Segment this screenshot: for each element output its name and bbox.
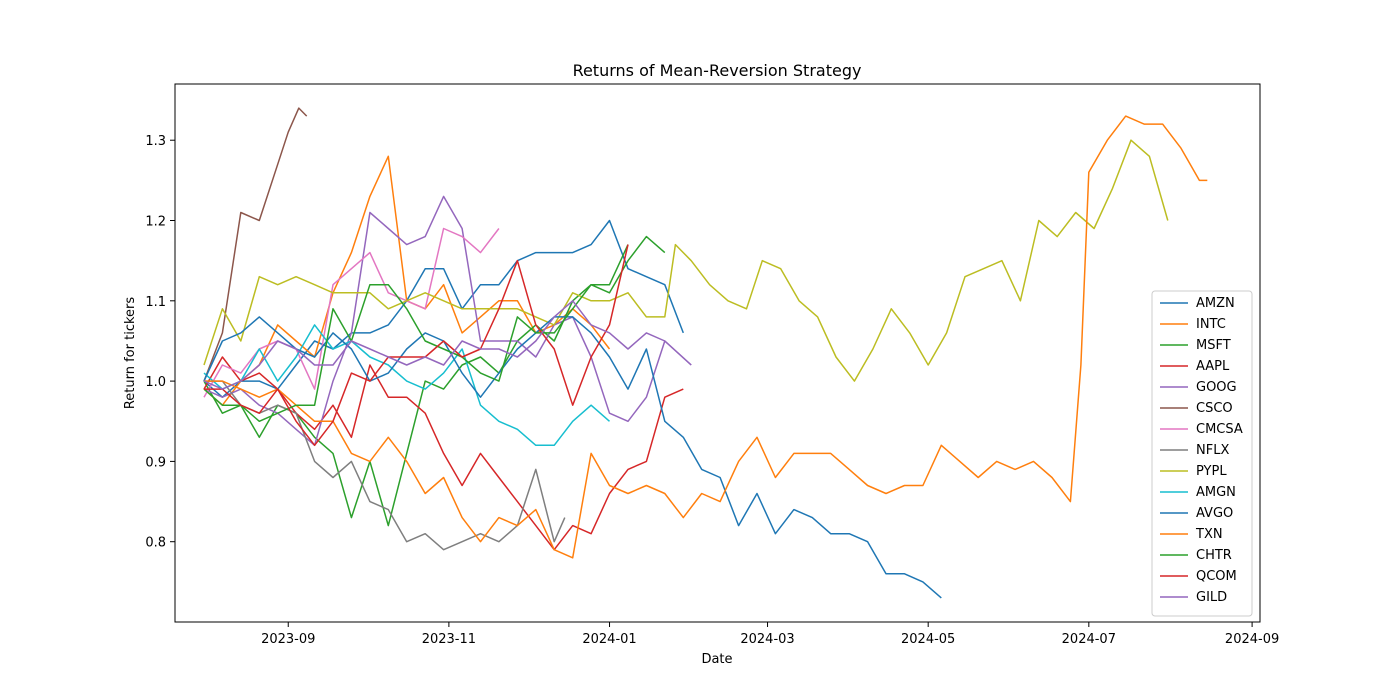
series-line-aapl — [203, 356, 684, 551]
series-layer — [203, 107, 1208, 599]
chart-title: Returns of Mean-Reversion Strategy — [573, 61, 862, 80]
legend-label-nflx: NFLX — [1196, 443, 1229, 458]
y-tick-label: 1.0 — [145, 375, 166, 390]
series-line-qcom — [204, 244, 629, 447]
y-tick-label: 0.9 — [145, 455, 166, 470]
x-tick-label: 2024-05 — [901, 632, 955, 647]
legend-label-aapl: AAPL — [1196, 359, 1230, 374]
series-line-chtr — [203, 244, 629, 423]
series-line-txn — [204, 115, 1208, 559]
legend-label-cmcsa: CMCSA — [1196, 422, 1243, 437]
legend-label-intc: INTC — [1196, 317, 1226, 332]
x-axis-label: Date — [701, 652, 732, 667]
x-tick-label: 2024-03 — [740, 632, 794, 647]
x-tick-label: 2023-09 — [261, 632, 315, 647]
legend: AMZN INTC MSFT AAPL GOOG CSCO CMCSA NFLX PYPL AMG… — [1151, 290, 1253, 617]
legend-label-goog: GOOG — [1196, 380, 1237, 395]
x-tick-label: 2024-07 — [1062, 632, 1116, 647]
x-tick-label: 2024-09 — [1225, 632, 1279, 647]
x-tick-label: 2023-11 — [422, 632, 476, 647]
y-tick-label: 1.3 — [145, 134, 166, 149]
legend-label-avgo: AVGO — [1196, 506, 1233, 521]
series-line-amgn — [203, 324, 610, 447]
x-axis: 2023-09 2023-11 2024-01 2024-03 2024-05 2024-… — [261, 622, 1279, 647]
series-line-amzn — [203, 219, 685, 398]
y-axis-label: Return for tickers — [123, 297, 138, 410]
series-line-nflx — [204, 380, 566, 551]
legend-label-chtr: CHTR — [1196, 548, 1232, 563]
legend-label-txn: TXN — [1195, 527, 1223, 542]
legend-label-msft: MSFT — [1196, 338, 1231, 353]
y-tick-label: 1.2 — [145, 215, 166, 230]
legend-label-csco: CSCO — [1196, 401, 1233, 416]
y-tick-label: 0.8 — [145, 536, 166, 551]
legend-label-gild: GILD — [1196, 590, 1227, 605]
y-tick-label: 1.1 — [145, 295, 166, 310]
y-axis: 0.8 0.9 1.0 1.1 1.2 1.3 — [145, 134, 175, 551]
x-tick-label: 2024-01 — [582, 632, 636, 647]
plot-frame — [174, 83, 1261, 623]
legend-label-amzn: AMZN — [1196, 296, 1235, 311]
series-line-gild — [203, 300, 692, 390]
series-line-goog — [203, 195, 692, 447]
series-line-cmcsa — [203, 227, 500, 398]
legend-label-amgn: AMGN — [1196, 485, 1236, 500]
legend-label-qcom: QCOM — [1196, 569, 1237, 584]
legend-label-pypl: PYPL — [1196, 464, 1227, 479]
